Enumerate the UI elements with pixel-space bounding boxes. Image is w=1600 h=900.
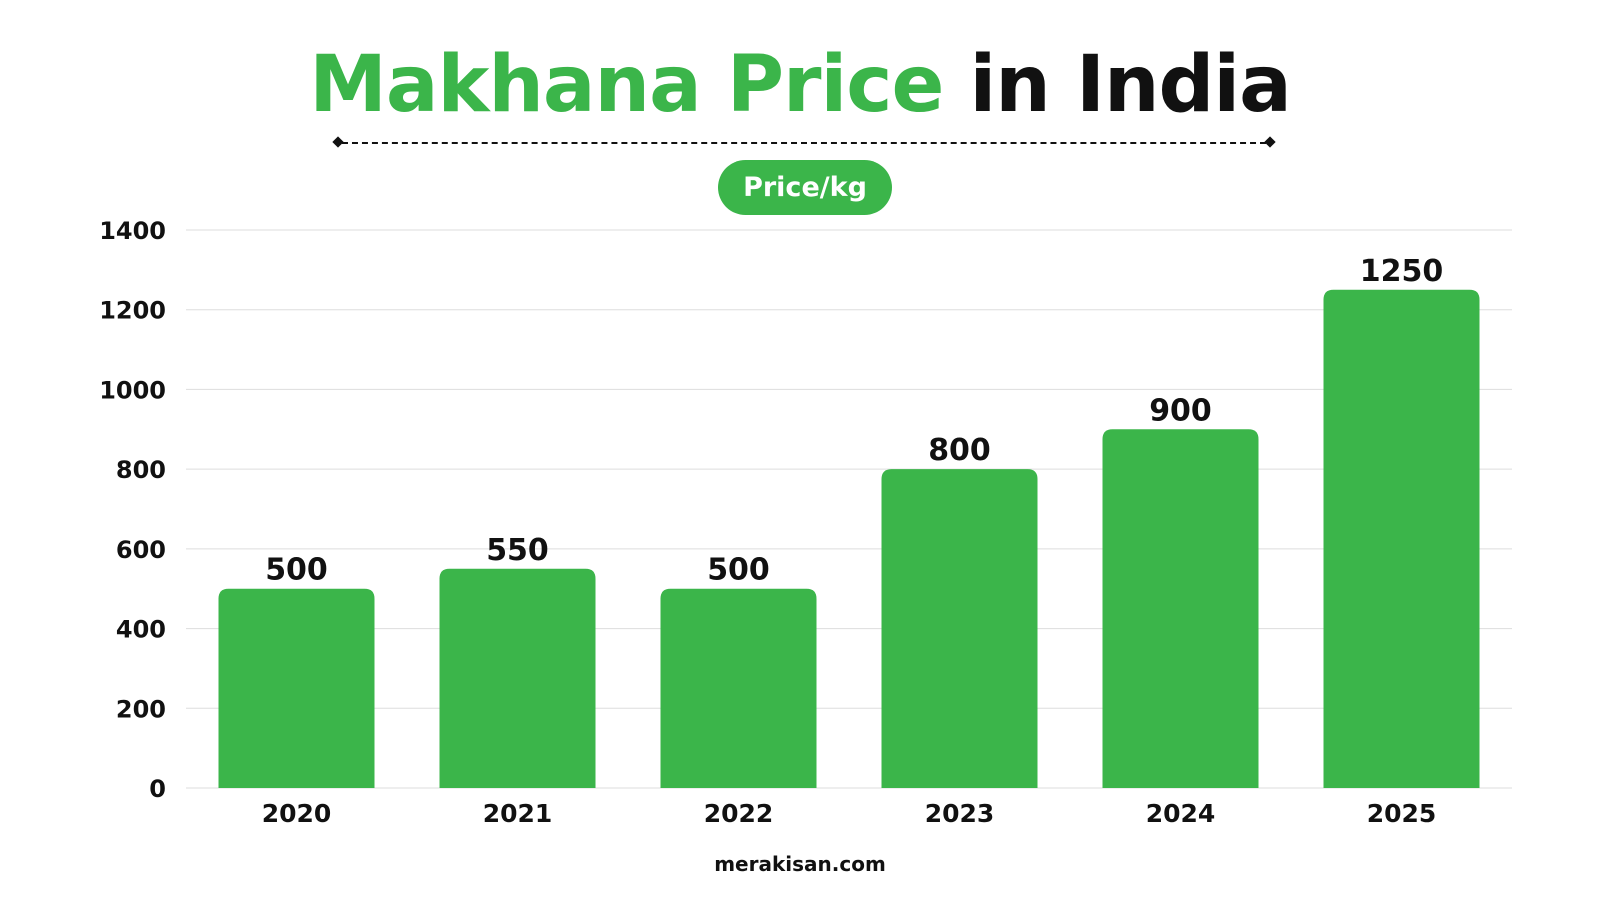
y-tick-label: 1000 xyxy=(99,376,166,404)
bar-value-label: 900 xyxy=(1149,393,1212,428)
bar-2024 xyxy=(1102,429,1259,788)
divider-dashed-line xyxy=(342,142,1266,144)
bar-2021 xyxy=(439,568,596,788)
y-tick-label: 400 xyxy=(116,616,166,644)
bar-2020 xyxy=(218,588,375,788)
chart-title: Makhana Price in India xyxy=(0,40,1600,130)
grid-lines xyxy=(186,229,1512,789)
y-tick-label: 1200 xyxy=(99,297,166,325)
x-tick-label: 2023 xyxy=(925,799,995,828)
bar-2025 xyxy=(1323,289,1480,788)
x-tick-label: 2022 xyxy=(704,799,774,828)
bars xyxy=(218,289,1480,788)
source-credit: merakisan.com xyxy=(714,852,886,876)
bar-value-label: 1250 xyxy=(1360,254,1444,289)
y-tick-label: 1400 xyxy=(99,217,166,245)
x-tick-label: 2021 xyxy=(483,799,553,828)
x-tick-label: 2025 xyxy=(1367,799,1437,828)
y-tick-label: 800 xyxy=(116,456,166,484)
y-tick-label: 0 xyxy=(149,775,166,803)
x-tick-label: 2024 xyxy=(1146,799,1216,828)
bar-value-label: 550 xyxy=(486,533,549,568)
title-divider xyxy=(332,136,1276,148)
x-tick-label: 2020 xyxy=(262,799,332,828)
bar-2023 xyxy=(881,469,1038,788)
bar-value-labels: 500 550 500 800 900 1250 xyxy=(265,254,1443,588)
bar-value-label: 800 xyxy=(928,433,991,468)
chart-title-rest: in India xyxy=(969,40,1292,130)
unit-badge: Price/kg xyxy=(718,160,892,215)
bar-value-label: 500 xyxy=(707,553,770,588)
bar-2022 xyxy=(660,588,817,788)
chart-title-highlight: Makhana Price xyxy=(309,40,944,130)
y-axis-tick-labels: 0 200 400 600 800 1000 1200 1400 xyxy=(99,217,166,803)
x-axis-tick-labels: 2020 2021 2022 2023 2024 2025 xyxy=(262,799,1437,828)
y-tick-label: 600 xyxy=(116,536,166,564)
y-tick-label: 200 xyxy=(116,695,166,723)
bar-value-label: 500 xyxy=(265,553,328,588)
